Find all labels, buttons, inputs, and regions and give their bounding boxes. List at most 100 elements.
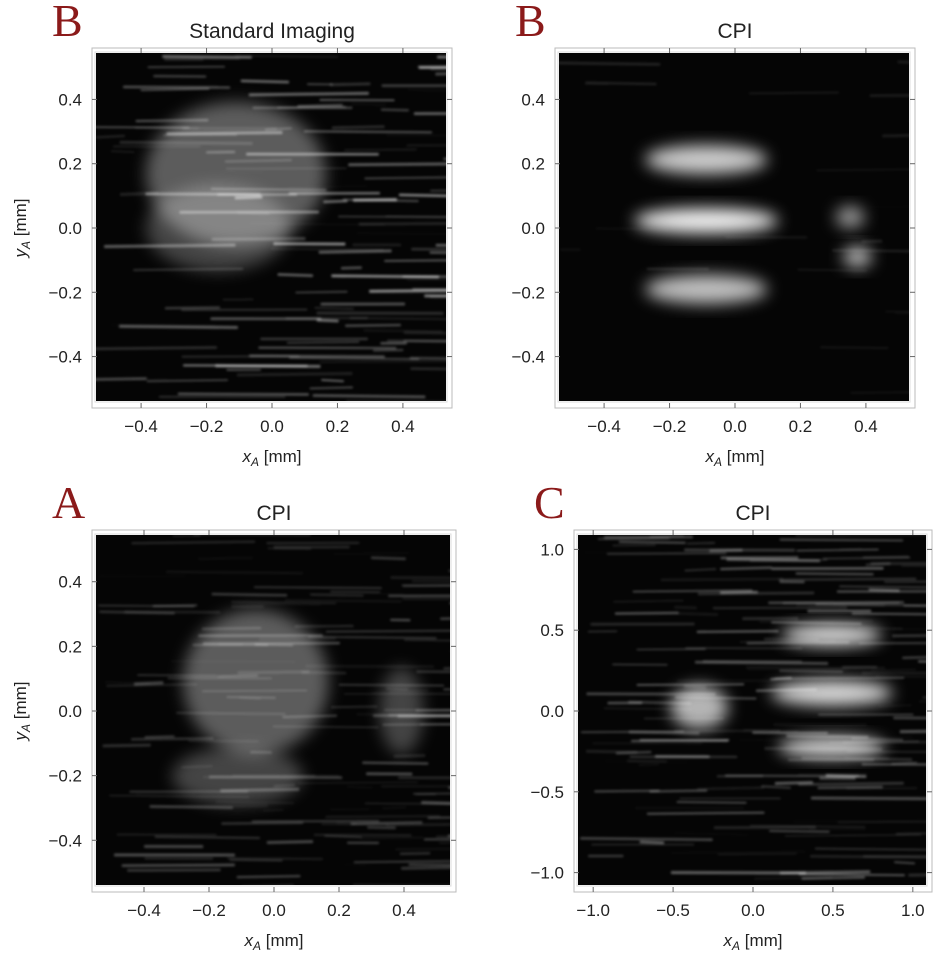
streak — [220, 789, 299, 790]
streak — [103, 745, 151, 746]
x-tick-label: −0.2 — [190, 417, 224, 436]
streak — [869, 590, 900, 591]
streak — [585, 83, 656, 84]
y-tick-label: −1.0 — [530, 864, 564, 883]
streak — [237, 213, 269, 214]
x-tick-label: −0.2 — [653, 417, 687, 436]
axis-subscript: A — [19, 241, 33, 250]
y-tick-label: 0.2 — [58, 637, 82, 656]
streak — [104, 245, 235, 246]
streak — [132, 379, 168, 380]
streak — [198, 558, 253, 559]
streak — [238, 672, 310, 673]
streak — [580, 838, 712, 839]
streak — [436, 836, 563, 837]
streak — [344, 865, 367, 866]
streak — [727, 559, 820, 560]
streak — [923, 697, 937, 698]
blob — [836, 206, 865, 228]
streak — [647, 813, 764, 814]
streak — [296, 292, 348, 293]
y-tick-label: 0.0 — [58, 219, 82, 238]
streak — [212, 239, 306, 240]
streak — [386, 824, 452, 825]
streak — [435, 73, 477, 74]
panel-title: Standard Imaging — [189, 20, 355, 43]
streak — [348, 164, 472, 165]
streak — [892, 635, 937, 636]
streak — [237, 876, 301, 877]
streak — [339, 685, 444, 686]
streak — [402, 585, 541, 586]
streak — [400, 853, 430, 854]
streak — [452, 864, 530, 865]
streak — [120, 142, 253, 143]
y-tick-label: −0.4 — [48, 831, 82, 850]
streak — [369, 290, 465, 291]
streak — [298, 531, 370, 532]
streak — [285, 600, 402, 601]
x-tick-label: 0.2 — [326, 417, 350, 436]
y-tick-label: −0.2 — [511, 283, 545, 302]
streak — [344, 150, 416, 151]
x-tick-label: −0.2 — [192, 901, 226, 920]
streak — [802, 758, 912, 759]
streak — [320, 361, 450, 362]
x-tick-label: 0.4 — [854, 417, 878, 436]
streak — [417, 672, 532, 673]
streak — [123, 87, 230, 88]
streak — [908, 120, 929, 121]
streak — [900, 730, 937, 731]
streak — [241, 81, 289, 82]
streak — [218, 676, 258, 677]
axis-symbol: x — [704, 447, 714, 466]
streak — [259, 639, 336, 640]
streak — [131, 738, 213, 739]
x-tick-label: 1.0 — [901, 901, 925, 920]
streak — [671, 852, 805, 853]
streak — [304, 131, 432, 132]
axis-subscript: A — [19, 724, 33, 733]
streak — [357, 233, 451, 234]
streak — [430, 68, 479, 69]
streak — [875, 676, 930, 677]
streak — [615, 613, 679, 614]
streak — [436, 245, 527, 246]
y-tick-label: 0.4 — [521, 90, 545, 109]
x-tick-label: 0.0 — [260, 417, 284, 436]
y-tick-label: 0.2 — [58, 155, 82, 174]
streak — [395, 849, 465, 850]
axis-subscript: A — [252, 939, 261, 953]
streak — [770, 678, 791, 679]
streak — [155, 837, 260, 838]
streak — [134, 683, 163, 684]
streak — [439, 842, 481, 843]
streak — [799, 874, 905, 875]
streak — [740, 641, 836, 642]
streak — [779, 671, 842, 672]
y-axis-label: yA [mm] — [11, 681, 33, 741]
streak — [810, 856, 937, 857]
y-tick-label: −0.2 — [48, 283, 82, 302]
streak — [448, 836, 489, 837]
streak — [450, 603, 501, 604]
streak — [775, 531, 860, 532]
streak — [136, 120, 208, 121]
streak — [868, 206, 929, 207]
axis-subscript: A — [250, 455, 259, 469]
streak — [677, 802, 747, 803]
y-tick-label: −0.2 — [48, 767, 82, 786]
streak — [908, 874, 937, 875]
streak — [896, 833, 937, 834]
streak — [317, 320, 339, 321]
image — [555, 48, 937, 408]
streak — [674, 607, 697, 608]
streak — [330, 84, 371, 85]
streak — [638, 764, 658, 765]
streak — [373, 350, 403, 351]
streak — [371, 558, 406, 559]
streak — [237, 373, 353, 374]
streak — [183, 365, 307, 366]
streak — [404, 552, 437, 553]
